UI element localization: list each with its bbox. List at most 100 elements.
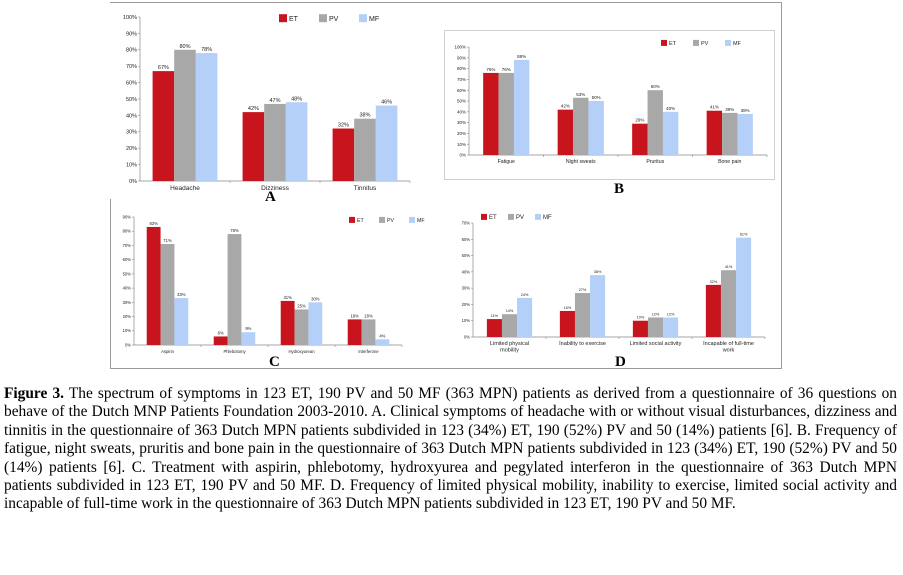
chart-c-bar-pv (227, 234, 242, 345)
chart-d-ytick-label: 40% (462, 269, 471, 274)
chart-a-ytick-label: 10% (126, 163, 137, 169)
chart-a-legend-label: MF (369, 16, 379, 23)
chart-b-category-label: Fatigue (498, 159, 515, 165)
chart-c-data-label: 71% (163, 238, 172, 243)
chart-d-ytick-label: 10% (462, 318, 471, 323)
chart-c-bar-mf (375, 339, 390, 345)
chart-a-ytick-label: 30% (126, 130, 137, 136)
chart-b-data-label: 39% (725, 107, 734, 112)
chart-a-svg: 0% 10% 20% 30% 40% 50% 60% 70% 80% 90% 100% 67% 80% 7… (123, 14, 411, 192)
chart-a-bar-et (242, 112, 265, 181)
chart-c-bar-mf (308, 302, 323, 345)
chart-d-data-label: 32% (710, 280, 718, 284)
chart-d-legend-label: PV (516, 215, 524, 221)
chart-a-ytick-label: 40% (126, 113, 137, 119)
chart-a-bar-mf (285, 102, 308, 181)
chart-d-data-label: 27% (579, 288, 587, 292)
chart-a-ytick-label: 100% (123, 15, 137, 21)
chart-b-data-label: 41% (710, 105, 719, 110)
chart-d-ytick-label: 50% (462, 253, 471, 258)
chart-b-ytick-label: 10% (457, 142, 466, 147)
chart-c-ytick-label: 70% (123, 243, 132, 248)
chart-b-bar-mf (662, 111, 679, 155)
chart-d-bar-et (486, 319, 502, 337)
chart-a-bar-pv (264, 103, 286, 181)
chart-a-data-label: 48% (291, 96, 302, 102)
chart-d-ytick-label: 30% (462, 286, 471, 291)
chart-c-data-label: 9% (245, 326, 251, 331)
chart-d-bar-et (559, 310, 575, 337)
chart-d-ytick-label: 70% (462, 220, 471, 225)
chart-d-legend-label: ET (489, 215, 497, 221)
chart-d-bar-mf (590, 275, 606, 337)
chart-c-ytick-label: 90% (123, 214, 132, 219)
chart-b-bar-mf (737, 113, 753, 155)
caption-label: Figure 3. (4, 385, 64, 402)
chart-d-category-label-line: work (722, 348, 735, 354)
chart-d-data-label: 12% (652, 312, 660, 316)
chart-b-ytick-label: 60% (457, 88, 466, 93)
chart-a-bar-mf (195, 53, 218, 181)
chart-a-bar-pv (174, 49, 196, 181)
figure-caption: Figure 3. The spectrum of symptoms in 12… (4, 385, 897, 514)
chart-a-legend-label: PV (329, 16, 339, 23)
chart-b-bar-et (483, 72, 499, 155)
chart-b-bar-pv (573, 97, 589, 155)
chart-c-bar-mf (174, 298, 189, 345)
chart-c-legend-swatch-mf (409, 216, 415, 223)
chart-a-ytick-label: 50% (126, 97, 137, 103)
chart-c-ytick-label: 20% (123, 314, 132, 319)
chart-a-bar-et (332, 128, 355, 181)
chart-a-bar-pv (354, 118, 376, 181)
chart-b-data-label: 76% (486, 67, 495, 72)
chart-d-ytick-label: 60% (462, 237, 471, 242)
chart-d-data-label: 10% (637, 316, 645, 320)
chart-d-legend-swatch-pv (508, 213, 514, 220)
chart-c-bar-pv (294, 309, 309, 345)
chart-c-category-label: Interferone (358, 349, 379, 354)
chart-c-ytick-label: 40% (123, 286, 132, 291)
chart-b-svg: 0% 10% 20% 30% 40% 50% 60% 70% 80% 90% 100% 76% 76% 8… (454, 39, 768, 165)
chart-c-bar-et (213, 336, 228, 345)
chart-d-category-label: Incapable of full-time work (703, 341, 754, 354)
chart-a-category-label: Dizziness (261, 185, 290, 192)
chart-c-legend-label: MF (417, 218, 425, 224)
chart-a-data-label: 46% (381, 100, 392, 106)
chart-b-ytick-label: 70% (457, 77, 466, 82)
chart-b-legend-label: MF (733, 41, 742, 47)
chart-c-data-label: 4% (379, 333, 385, 338)
chart-d-bar-et (632, 320, 648, 337)
chart-b-bar-pv (722, 112, 738, 155)
chart-c-data-label: 30% (311, 296, 320, 301)
chart-b-data-label: 38% (741, 108, 750, 113)
chart-b-bar-et (632, 123, 648, 155)
chart-b-data-label: 42% (561, 104, 570, 109)
chart-panel-b: 0% 10% 20% 30% 40% 50% 60% 70% 80% 90% 100% 76% 76% 8… (444, 30, 775, 180)
chart-b-ytick-label: 50% (457, 99, 466, 104)
chart-b-ytick-label: 30% (457, 120, 466, 125)
chart-d-data-label: 11% (491, 314, 499, 318)
chart-a-ytick-label: 60% (126, 81, 137, 87)
chart-c-data-label: 31% (283, 295, 292, 300)
chart-a-ytick-label: 0% (129, 179, 137, 185)
chart-d-data-label: 14% (506, 309, 514, 313)
chart-d-category-label-line: mobility (500, 348, 519, 354)
chart-d-data-label: 16% (564, 306, 572, 310)
chart-c-category-label: Hydroxyurean (288, 349, 315, 354)
chart-a-bar-mf (375, 105, 398, 181)
chart-c-ytick-label: 30% (123, 300, 132, 305)
chart-a-data-label: 78% (201, 47, 212, 53)
chart-d-ytick-label: 0% (464, 334, 470, 339)
chart-a-legend-swatch-et (279, 14, 287, 23)
chart-b-data-label: 88% (517, 54, 526, 59)
chart-b-legend-swatch-pv (693, 39, 699, 46)
chart-d-category-label-line: Incapable of full-time (703, 341, 754, 347)
chart-b-ytick-label: 80% (457, 66, 466, 71)
chart-d-bar-mf (517, 297, 533, 337)
chart-b-ytick-label: 0% (459, 153, 466, 158)
chart-d-data-label: 41% (725, 265, 733, 269)
chart-c-data-label: 6% (218, 330, 224, 335)
chart-a-data-label: 67% (158, 65, 169, 71)
chart-panel-c: 0% 10% 20% 30% 40% 50% 60% 70% 80% 90% 83% 71% 33% As… (112, 205, 438, 354)
chart-d-bar-pv (501, 314, 518, 337)
